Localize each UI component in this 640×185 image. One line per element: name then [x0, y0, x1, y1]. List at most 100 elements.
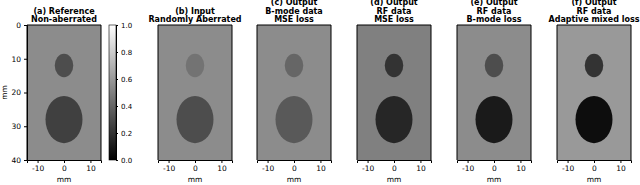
- panel-title: MSE loss: [274, 15, 314, 24]
- tick-label: -10: [362, 164, 374, 173]
- tick: 0: [62, 160, 67, 173]
- background: [27, 25, 101, 160]
- tick-mark: [520, 160, 521, 163]
- y-axis: 010203040: [11, 21, 27, 165]
- tick-label: 0.0: [121, 157, 132, 165]
- tick-label: 0: [592, 164, 597, 173]
- tick: 20: [11, 88, 27, 97]
- frame-left: [257, 25, 258, 160]
- tick-label: 10: [416, 164, 426, 173]
- tick: 40: [11, 156, 27, 165]
- image: [257, 25, 331, 160]
- background: [557, 25, 631, 160]
- tick-mark: [116, 79, 118, 80]
- tick-label: 0.8: [121, 49, 132, 57]
- frame-top: [158, 25, 232, 26]
- frame-right: [232, 25, 233, 160]
- image: [27, 25, 101, 160]
- tick-mark: [116, 160, 118, 161]
- tick-mark: [38, 160, 39, 163]
- tick-label: -10: [32, 164, 44, 173]
- tick: -10: [362, 160, 374, 173]
- frame-right: [101, 25, 102, 160]
- tick-label: -10: [262, 164, 274, 173]
- tick-label: -10: [163, 164, 175, 173]
- tick-mark: [116, 25, 118, 26]
- x-axis: -10010: [558, 160, 632, 173]
- tick-label: 10: [516, 164, 526, 173]
- tick-label: 0: [492, 164, 497, 173]
- tick: 0.4: [116, 103, 133, 111]
- colorbar: [109, 25, 116, 160]
- x-axis: -10 0 10: [358, 160, 432, 173]
- panel-title: Non-aberrated: [31, 15, 97, 24]
- tick-label: 40: [11, 156, 21, 165]
- axis-line: [558, 161, 632, 164]
- frame-top: [557, 25, 631, 26]
- tick-mark: [24, 25, 27, 26]
- frame-top: [27, 25, 101, 26]
- tick-mark: [116, 106, 118, 107]
- panel: (c) OutputB-mode dataMSE loss-10010mm: [257, 0, 332, 184]
- tick-mark: [221, 160, 222, 163]
- image: [357, 25, 431, 160]
- cyst: [476, 96, 513, 143]
- tick-label: 0.4: [121, 103, 133, 111]
- tick-mark: [420, 160, 421, 163]
- tick: 0.6: [116, 76, 133, 84]
- tick-label: -10: [462, 164, 474, 173]
- tick-label: 10: [86, 164, 96, 173]
- tick-mark: [368, 160, 369, 163]
- tick-label: -10: [562, 164, 574, 173]
- tick: 10: [316, 160, 326, 173]
- tick: 0: [392, 160, 397, 173]
- axis-line: [358, 161, 432, 164]
- tick: 0.8: [116, 49, 132, 57]
- tick-mark: [64, 160, 65, 163]
- tick-label: 0: [16, 21, 21, 30]
- tick-mark: [294, 160, 295, 163]
- frame-top: [357, 25, 431, 26]
- cyst: [385, 54, 404, 78]
- tick: -10: [163, 160, 175, 173]
- frame-top: [257, 25, 331, 26]
- frame-top: [457, 25, 531, 26]
- x-axis-title: mm: [188, 175, 203, 184]
- panel-title: B-mode loss: [467, 15, 522, 24]
- tick-label: 0.6: [121, 76, 133, 84]
- x-axis: -10 0 10: [458, 160, 532, 173]
- tick-mark: [494, 160, 495, 163]
- axis-line: [117, 26, 119, 161]
- tick-mark: [568, 160, 569, 163]
- tick-label: 0: [193, 164, 198, 173]
- tick-label: 0.2: [121, 130, 132, 138]
- figure: (a) ReferenceNon-aberrated-10010mm010203…: [0, 0, 640, 185]
- background: [257, 25, 331, 160]
- panel-title: Adaptive mixed loss: [549, 15, 640, 24]
- tick: -10: [562, 160, 574, 173]
- tick: 10: [416, 160, 426, 173]
- panel: (b) InputRandomly Aberrated-10010mm: [148, 7, 241, 185]
- x-axis-title: mm: [587, 175, 602, 184]
- tick-mark: [24, 126, 27, 127]
- tick-mark: [24, 93, 27, 94]
- panel-title: MSE loss: [374, 15, 414, 24]
- axis-line: [458, 161, 532, 164]
- tick: 10: [217, 160, 227, 173]
- tick: 0: [592, 160, 597, 173]
- tick: 10: [516, 160, 526, 173]
- panel: (d) OutputRF dataMSE loss-10010mm: [357, 0, 432, 184]
- tick: -10: [262, 160, 274, 173]
- cyst: [485, 54, 504, 78]
- background: [457, 25, 531, 160]
- panel: (e) OutputRF dataB-mode loss-10010mm: [457, 0, 532, 184]
- tick-mark: [90, 160, 91, 163]
- cyst: [46, 96, 83, 143]
- tick-label: 0: [292, 164, 297, 173]
- cyst: [177, 96, 214, 143]
- frame-right: [631, 25, 632, 160]
- axis-line: [159, 161, 233, 164]
- tick-mark: [116, 133, 118, 134]
- panel-title: Randomly Aberrated: [148, 15, 241, 24]
- tick-label: 0: [62, 164, 67, 173]
